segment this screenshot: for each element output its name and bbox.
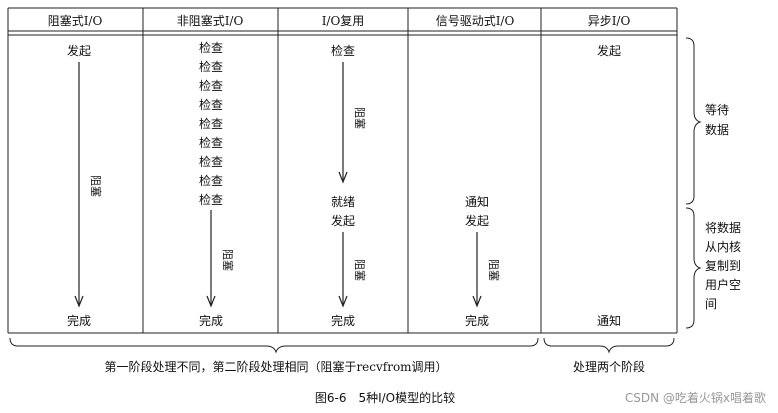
signal-notify-label: 通知 xyxy=(465,195,489,209)
multiplexing-block-label-2: 阻塞 xyxy=(353,259,367,281)
first-four-models-brace xyxy=(9,337,539,354)
blocking-column: 发起 阻塞 完成 xyxy=(67,43,103,328)
multiplexing-arrowhead-2 xyxy=(338,295,348,308)
wait-phase-label: 等待 数据 xyxy=(705,103,729,137)
multiplexing-start-label: 发起 xyxy=(331,213,355,228)
header-signal-driven: 信号驱动式I/O xyxy=(436,14,515,28)
first-four-summary: 第一阶段处理不同，第二阶段处理相同（阻塞于recvfrom调用） xyxy=(104,359,447,374)
nonblocking-column: 检查 检查 检查 检查 检查 检查 检查 检查 检查 阻塞 完成 xyxy=(199,40,235,328)
nonblocking-end-label: 完成 xyxy=(199,313,223,328)
phase-braces xyxy=(685,37,702,329)
copy-phase-line-5: 间 xyxy=(705,297,717,311)
header-async: 异步I/O xyxy=(588,14,631,28)
header-blocking: 阻塞式I/O xyxy=(48,13,103,28)
nonblocking-check-6: 检查 xyxy=(199,135,223,150)
figure-caption: 图6-6 5种I/O模型的比较 xyxy=(315,390,455,405)
multiplexing-arrowhead-1 xyxy=(338,171,348,184)
blocking-block-label: 阻塞 xyxy=(89,175,103,197)
copy-phase-label: 将数据 从内核 复制到 用户空 间 xyxy=(705,220,741,311)
copy-phase-line-3: 复制到 xyxy=(705,259,741,273)
async-notify-label: 通知 xyxy=(597,314,621,328)
multiplexing-block-label-1: 阻塞 xyxy=(353,107,367,129)
nonblocking-check-5: 检查 xyxy=(199,116,223,131)
signal-block-label: 阻塞 xyxy=(487,259,501,281)
nonblocking-check-8: 检查 xyxy=(199,173,223,188)
copy-phase-brace xyxy=(685,207,702,329)
wait-phase-brace xyxy=(685,37,702,205)
nonblocking-check-1: 检查 xyxy=(199,40,223,55)
multiplexing-column: 检查 阻塞 就绪 发起 阻塞 完成 xyxy=(331,43,367,328)
multiplexing-ready-label: 就绪 xyxy=(331,195,355,209)
async-column: 发起 通知 xyxy=(597,43,621,328)
column-headers: 阻塞式I/O 非阻塞式I/O I/O复用 信号驱动式I/O 异步I/O xyxy=(48,13,631,28)
signal-column: 通知 发起 阻塞 完成 xyxy=(465,195,501,328)
blocking-arrowhead xyxy=(74,295,84,308)
nonblocking-check-9: 检查 xyxy=(199,192,223,207)
nonblocking-arrowhead xyxy=(206,295,216,308)
async-model-brace xyxy=(543,337,675,354)
multiplexing-end-label: 完成 xyxy=(331,313,355,328)
header-multiplexing: I/O复用 xyxy=(322,14,365,28)
nonblocking-check-4: 检查 xyxy=(199,97,223,112)
blocking-end-label: 完成 xyxy=(67,313,91,328)
bottom-braces xyxy=(9,337,675,354)
nonblocking-check-7: 检查 xyxy=(199,154,223,169)
multiplexing-check-label: 检查 xyxy=(331,43,355,58)
copy-phase-line-1: 将数据 xyxy=(705,220,741,235)
signal-arrowhead xyxy=(472,295,482,308)
async-start-label: 发起 xyxy=(597,43,621,58)
async-summary: 处理两个阶段 xyxy=(573,359,645,374)
nonblocking-check-3: 检查 xyxy=(199,78,223,93)
wait-phase-line-2: 数据 xyxy=(705,122,729,137)
csdn-watermark: CSDN @吃着火锅x唱着歌 xyxy=(625,390,766,405)
copy-phase-line-2: 从内核 xyxy=(705,240,741,254)
nonblocking-block-label: 阻塞 xyxy=(221,249,235,271)
table-frame xyxy=(7,7,678,334)
blocking-start-label: 发起 xyxy=(67,43,91,58)
copy-phase-line-4: 用户空 xyxy=(705,277,741,292)
signal-start-label: 发起 xyxy=(465,213,489,228)
signal-end-label: 完成 xyxy=(465,313,489,328)
nonblocking-check-2: 检查 xyxy=(199,59,223,74)
wait-phase-line-1: 等待 xyxy=(705,103,729,117)
header-nonblocking: 非阻塞式I/O xyxy=(177,13,244,28)
